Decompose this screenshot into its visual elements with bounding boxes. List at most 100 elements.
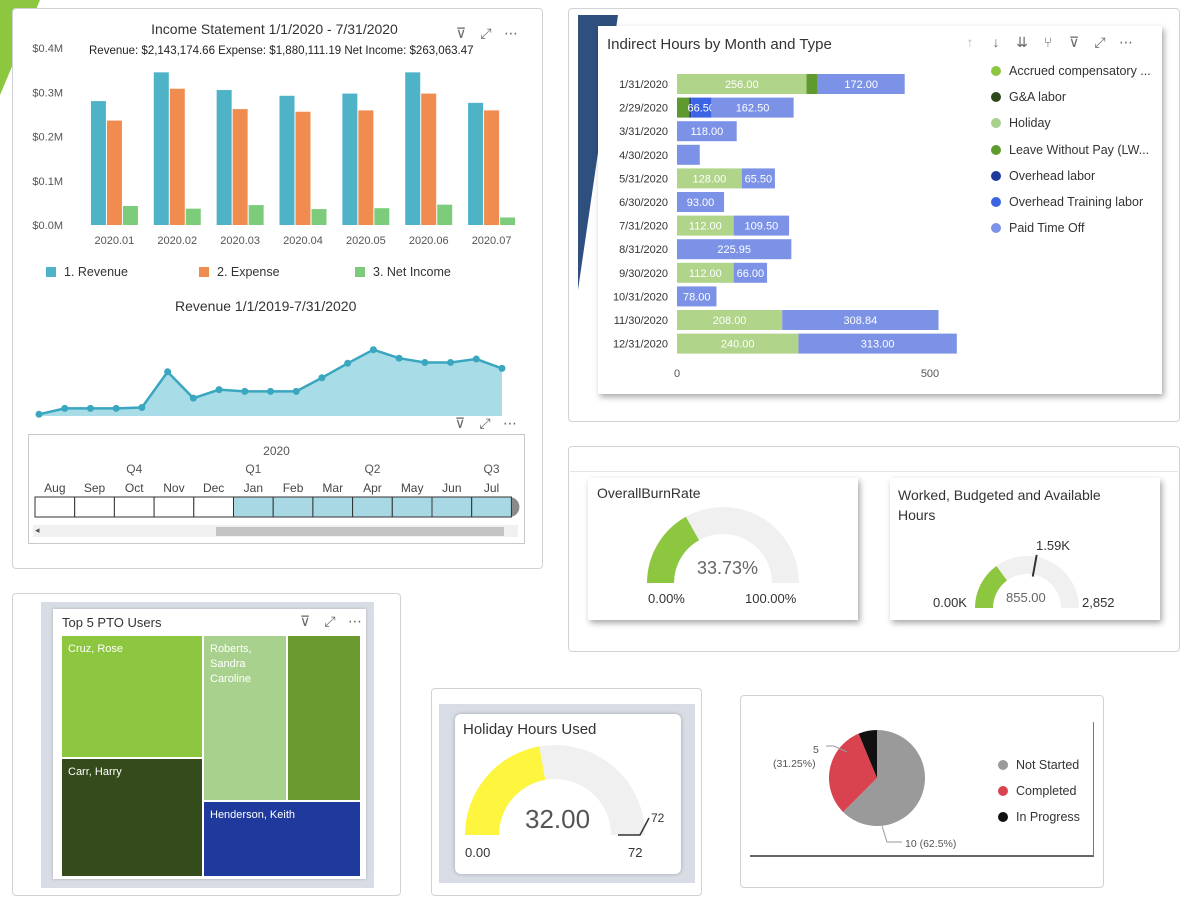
more-options-icon[interactable]: ⋯ [503,415,517,431]
indirect-legend-item[interactable]: G&A labor [991,90,1066,104]
bar-segment [806,74,818,94]
filter-icon[interactable]: ⊽ [1068,34,1080,50]
y-tick-label: $0.0M [32,220,63,232]
sort-up-icon[interactable]: ↑ [966,34,974,50]
indirect-legend-item[interactable]: Overhead labor [991,169,1095,183]
data-point [112,404,120,412]
bar-segment [677,74,807,94]
more-options-icon[interactable]: ⋯ [1119,34,1133,50]
focus-mode-icon[interactable]: ⤢ [480,25,492,41]
pie-slice [858,730,877,778]
bar [342,93,358,225]
x-tick-label: 2020.04 [283,235,323,247]
bar-value-label: 109.50 [745,221,779,233]
month-cell [312,496,354,518]
treemap-cell-carr-harry[interactable]: Carr, Harry [62,759,202,876]
focus-mode-icon[interactable]: ⤢ [479,415,491,431]
bar [185,208,201,225]
pie-leader-line [881,825,902,843]
legend-swatch [199,267,209,277]
bar-segment [817,74,905,94]
scroll-left-arrow[interactable]: ◂ [35,525,40,535]
gauge-max: 100.00% [745,591,797,606]
category-label: 11/30/2020 [614,315,668,327]
gauge-track [975,556,1079,608]
pto-card: Top 5 PTO Users ⊽ ⤢ ⋯ Cruz, Rose Roberts… [53,609,366,879]
filter-icon[interactable]: ⊽ [455,25,467,41]
month-label: Jun [442,481,461,495]
bar [405,72,421,226]
indirect-hours-title: Indirect Hours by Month and Type [607,36,832,53]
legend-label: Paid Time Off [1009,221,1085,236]
area-fill [39,349,502,416]
indirect-legend-item[interactable]: Paid Time Off [991,221,1085,235]
timeline-grid[interactable]: Q4 Q1 Q2 Q3 Aug Sep Oct Nov Dec Jan Feb Mar Apr May Ju… [29,435,524,543]
category-label: 4/30/2020 [619,150,668,162]
bar-value-label: 208.00 [713,315,747,327]
x-tick-label: 2020.05 [346,235,386,247]
more-options-icon[interactable]: ⋯ [348,613,362,629]
income-legend-revenue[interactable]: 1. Revenue [46,265,128,279]
indirect-legend-item[interactable]: Overhead Training labor [991,195,1143,209]
month-label: Dec [203,481,224,495]
income-legend-expense[interactable]: 2. Expense [199,265,280,279]
bar [421,93,437,225]
hierarchy-icon[interactable]: ⑂ [1043,34,1053,50]
indirect-legend-item[interactable]: Accrued compensatory ... [991,64,1151,78]
indirect-legend-item[interactable]: Holiday [991,116,1051,130]
more-options-icon[interactable]: ⋯ [504,25,518,41]
holiday-title: Holiday Hours Used [463,721,597,738]
status-legend-item[interactable]: In Progress [998,810,1080,824]
status-legend-item[interactable]: Not Started [998,758,1079,772]
month-label: Feb [283,481,304,495]
treemap-cell-henderson-keith[interactable]: Henderson, Keith [204,802,360,876]
gauge-value: 32.00 [525,804,591,834]
data-point [498,364,506,372]
filter-icon[interactable]: ⊽ [299,613,311,629]
bar [374,208,390,225]
gauge-fill [647,516,700,583]
x-tick-label: 2020.06 [409,235,449,247]
bar [153,72,169,226]
bar-value-label: 240.00 [721,339,755,351]
focus-mode-icon[interactable]: ⤢ [324,613,336,629]
bar-segment [677,239,792,260]
hours-gauge [975,554,1079,608]
treemap-cell-unlabeled[interactable] [288,636,360,800]
timeline-slicer[interactable]: 2020 Q4 Q1 Q2 Q3 Aug Sep Oct Nov Dec Jan Feb Mar Apr… [28,434,525,544]
sort-down-icon[interactable]: ↓ [992,34,1000,50]
month-cell [352,496,393,518]
income-legend-net-income[interactable]: 3. Net Income [355,265,451,279]
bar-segment [741,168,775,189]
expand-all-icon[interactable]: ⇊ [1016,34,1028,50]
category-label: 1/31/2020 [619,79,668,91]
timeline-scrollbar[interactable]: ◂ [33,525,518,537]
legend-swatch [991,144,1001,155]
bar-segment [798,333,957,354]
data-point [241,387,249,395]
scroll-thumb[interactable] [216,527,504,536]
data-point [472,355,480,363]
focus-mode-icon[interactable]: ⤢ [1094,34,1106,50]
month-label: Apr [363,481,382,495]
bar-value-label: 93.00 [687,197,715,209]
x-tick-label: 0 [674,368,680,380]
legend-swatch [991,92,1001,103]
gauge-value: 33.73% [697,558,759,578]
treemap-cell-cruz-rose[interactable]: Cruz, Rose [62,636,202,757]
month-cell [233,496,274,518]
legend-swatch [998,786,1008,796]
legend-swatch [998,812,1008,822]
status-legend-item[interactable]: Completed [998,784,1076,798]
month-label: Aug [44,481,65,495]
timeline-year-label: 2020 [263,444,290,458]
month-label: Oct [125,481,144,495]
pto-title: Top 5 PTO Users [62,615,162,630]
bar-segment [677,215,734,236]
filter-icon[interactable]: ⊽ [454,415,466,431]
indirect-legend-item[interactable]: Leave Without Pay (LW... [991,143,1149,157]
bar-value-label: 65.50 [745,173,773,185]
income-statement-title: Income Statement 1/1/2020 - 7/31/2020 [151,21,398,37]
month-cell [391,496,433,518]
treemap-cell-roberts-sandra[interactable]: Roberts, Sandra Caroline [204,636,286,800]
